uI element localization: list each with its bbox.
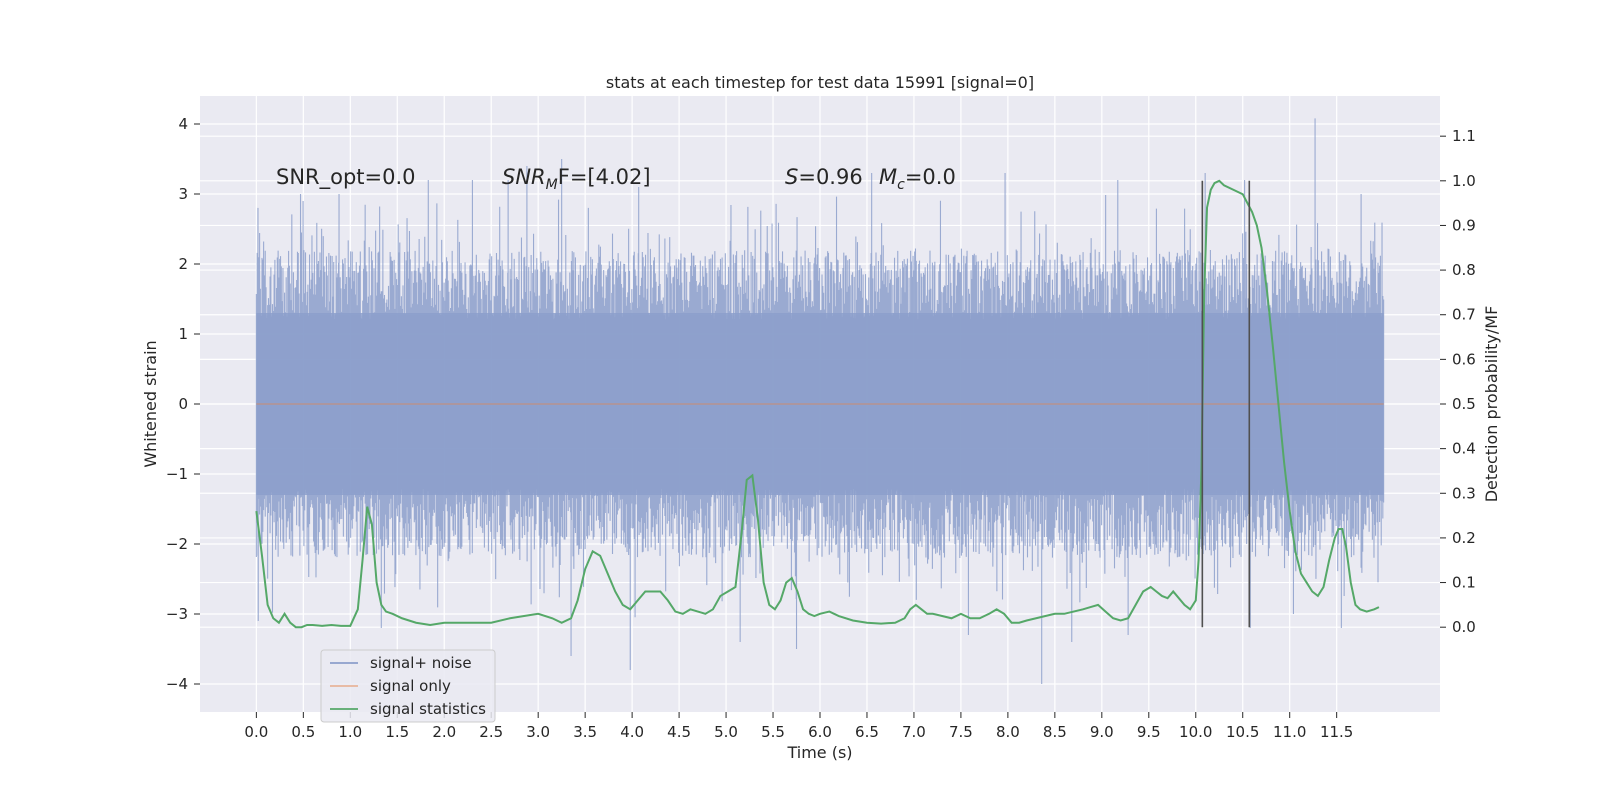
x-axis-ticks: 0.0 0.5 1.0 1.5 2.0 2.5 3.0 3.5 4.0 4.5 5.0 5.5 6.0 6…: [244, 712, 1353, 741]
x-tick-label: 3.5: [573, 723, 597, 741]
signal-statistics-series: [255, 179, 1380, 629]
x-tick-label: 11.0: [1273, 723, 1306, 741]
y-tick-label: −1: [166, 465, 188, 483]
x-tick-label: 0.5: [291, 723, 315, 741]
y2-tick-label: 0.6: [1452, 350, 1476, 368]
x-tick-label: 2.5: [479, 723, 503, 741]
annotation-mc: Mc=0.0: [879, 165, 956, 193]
legend-label-signal-only: signal only: [370, 677, 451, 695]
annotation-snr-mf-main: SNR: [502, 165, 546, 189]
y-tick-label: 0: [178, 395, 188, 413]
x-tick-label: 8.5: [1043, 723, 1067, 741]
x-tick-label: 7.0: [902, 723, 926, 741]
y-tick-label: −4: [166, 675, 188, 693]
y-axis-ticks: 4 3 2 1 0 −1 −2 −3 −4: [166, 115, 200, 693]
x-tick-label: 8.0: [996, 723, 1020, 741]
x-tick-label: 10.0: [1179, 723, 1212, 741]
annotation-snr-mf-rest: F=[4.02]: [558, 165, 651, 189]
annotation-s-main: S: [785, 165, 798, 189]
y-tick-label: 4: [178, 115, 188, 133]
annotation-snr-mf-sub: M: [546, 177, 558, 193]
y-tick-label: 3: [178, 185, 188, 203]
x-tick-label: 5.5: [761, 723, 785, 741]
x-tick-label: 4.0: [620, 723, 644, 741]
x-tick-label: 0.0: [244, 723, 268, 741]
legend-label-signal-statistics: signal statistics: [370, 700, 486, 718]
vertical-markers: [1201, 180, 1251, 628]
annotation-snr-opt: SNR_opt=0.0: [276, 165, 416, 190]
y2-tick-label: 0.3: [1452, 484, 1476, 502]
y-tick-label: 2: [178, 255, 188, 273]
annotation-snr-mf: SNRMF=[4.02]: [502, 165, 651, 193]
y2-tick-label: 1.0: [1452, 172, 1476, 190]
legend: signal+ noise signal only signal statist…: [320, 649, 496, 723]
annotation-mc-sub: c: [897, 177, 905, 193]
y2-axis-ticks: 1.1 1.0 0.9 0.8 0.7 0.6 0.5 0.4 0.3 0.2 0.1 0.0: [1440, 127, 1476, 636]
x-tick-label: 7.5: [949, 723, 973, 741]
y2-tick-label: 0.7: [1452, 306, 1476, 324]
x-tick-label: 5.0: [714, 723, 738, 741]
legend-label-signal-noise: signal+ noise: [370, 654, 472, 672]
x-axis-label: Time (s): [786, 743, 852, 762]
y-tick-label: 1: [178, 325, 188, 343]
x-tick-label: 2.0: [432, 723, 456, 741]
x-tick-label: 6.0: [808, 723, 832, 741]
x-tick-label: 11.5: [1320, 723, 1353, 741]
noise-trace: [255, 118, 1385, 684]
x-tick-label: 3.0: [526, 723, 550, 741]
y2-tick-label: 0.1: [1452, 574, 1476, 592]
annotation-s: S=0.96: [785, 165, 863, 189]
annotation-mc-rest: =0.0: [905, 165, 956, 189]
y2-tick-label: 0.0: [1452, 618, 1476, 636]
x-tick-label: 1.0: [338, 723, 362, 741]
y2-tick-label: 0.4: [1452, 440, 1476, 458]
y2-axis-label: Detection probability/MF: [1482, 306, 1501, 503]
x-tick-label: 4.5: [667, 723, 691, 741]
annotation-mc-main: M: [879, 165, 897, 189]
legend-box: [320, 649, 496, 723]
y2-tick-label: 0.9: [1452, 216, 1476, 234]
y-axis-label: Whitened strain: [141, 340, 160, 467]
signal-statistics-line: [255, 179, 1380, 629]
chart-title: stats at each timestep for test data 159…: [606, 73, 1034, 92]
x-tick-label: 6.5: [855, 723, 879, 741]
x-tick-label: 9.0: [1090, 723, 1114, 741]
y-tick-label: −3: [166, 605, 188, 623]
y2-tick-label: 0.2: [1452, 529, 1476, 547]
x-tick-label: 1.5: [385, 723, 409, 741]
y-tick-label: −2: [166, 535, 188, 553]
annotation-s-rest: =0.96: [798, 165, 862, 189]
x-tick-label: 10.5: [1226, 723, 1259, 741]
y2-tick-label: 0.5: [1452, 395, 1476, 413]
x-tick-label: 9.5: [1137, 723, 1161, 741]
y2-tick-label: 1.1: [1452, 127, 1476, 145]
y2-tick-label: 0.8: [1452, 261, 1476, 279]
